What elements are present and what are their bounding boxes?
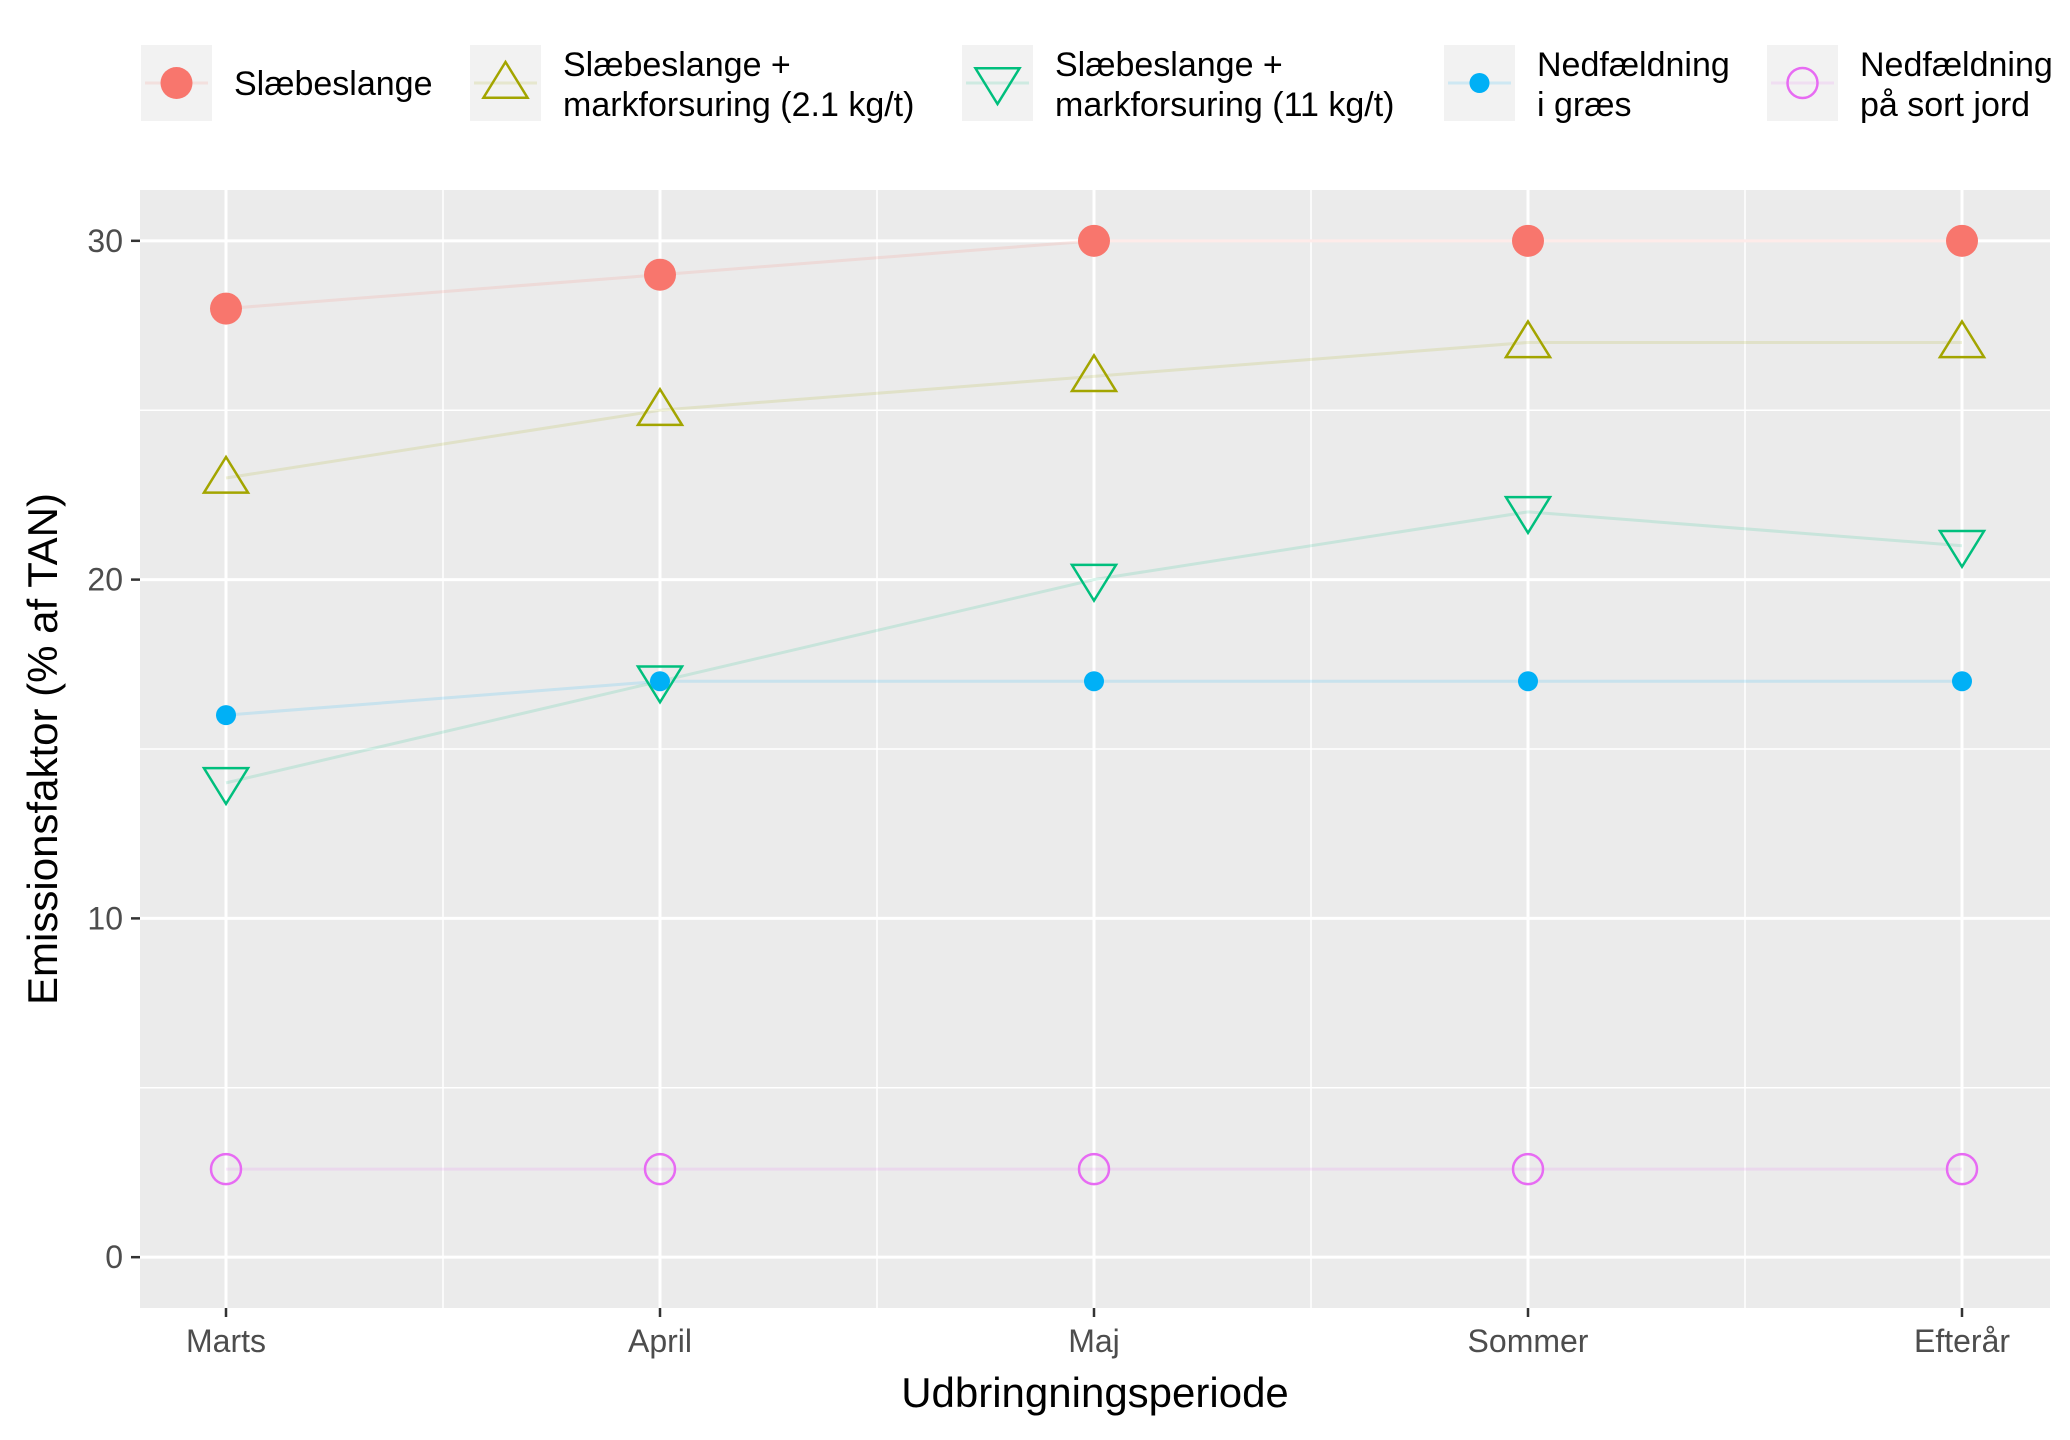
x-tick-label: Sommer [1468, 1323, 1589, 1359]
legend-marker [160, 67, 193, 99]
legend-label: Nedfældning på sort jord [1860, 46, 2053, 124]
y-tick-label: 10 [87, 900, 123, 936]
legend-label: Slæbeslange [234, 65, 432, 103]
series-line [225, 510, 1963, 785]
legend-label: Slæbeslange + markforsuring (2.1 kg/t) [563, 46, 914, 124]
y-tick-label: 0 [105, 1239, 123, 1275]
legend-item: Slæbeslange + markforsuring (2.1 kg/t) [470, 45, 914, 124]
legend-marker [481, 59, 530, 99]
x-tick-label: Efterår [1914, 1323, 2010, 1359]
data-point [1952, 671, 1972, 692]
series-line [225, 340, 1962, 480]
legend-label-line: markforsuring (2.1 kg/t) [563, 86, 914, 124]
data-point [201, 766, 251, 807]
data-point [209, 1152, 243, 1186]
legend-label-line: Nedfældning [1537, 46, 1730, 84]
series-points [201, 224, 1987, 1186]
x-tick-label: Maj [1068, 1323, 1120, 1359]
data-point [1503, 319, 1553, 359]
legend-label-line: markforsuring (11 kg/t) [1055, 86, 1394, 124]
legend-marker [1786, 66, 1819, 100]
legend-label-line: Nedfældning [1860, 46, 2053, 84]
data-point [1946, 224, 1978, 257]
legend-label-line: i græs [1537, 86, 1631, 124]
x-axis-title: Udbringningsperiode [901, 1369, 1289, 1416]
legend-label: Slæbeslange + markforsuring (11 kg/t) [1055, 46, 1394, 124]
legend-key-bg [470, 45, 541, 121]
data-point [1084, 671, 1104, 692]
legend: Slæbeslange Slæbeslange + markforsuring (2… [141, 45, 2053, 124]
data-point [643, 1152, 677, 1186]
legend-marker [1469, 73, 1490, 93]
data-point [1511, 1152, 1545, 1186]
data-point [1069, 352, 1119, 393]
x-tick-label: April [628, 1323, 692, 1359]
legend-item: Nedfældning i græs [1444, 45, 1730, 124]
y-tick-label: 20 [87, 562, 123, 598]
legend-item: Nedfældning på sort jord [1767, 45, 2053, 124]
legend-label-line: på sort jord [1860, 86, 2030, 124]
data-point [1077, 1152, 1111, 1186]
legend-item: Slæbeslange [141, 45, 432, 121]
y-axis-title: Emissionsfaktor (% af TAN) [19, 493, 66, 1005]
data-point [1078, 224, 1110, 257]
data-point [216, 705, 236, 726]
data-point [1069, 563, 1119, 603]
data-point [1937, 529, 1987, 570]
y-tick-label: 30 [87, 223, 123, 259]
legend-key-bg [1767, 45, 1838, 121]
data-point [1503, 495, 1553, 536]
legend-label-line: Slæbeslange + [1055, 46, 1283, 84]
data-point [644, 258, 676, 291]
data-point [201, 454, 251, 494]
legend-label: Nedfældning i græs [1537, 46, 1730, 124]
data-point [210, 292, 242, 325]
legend-item: Slæbeslange + markforsuring (11 kg/t) [962, 45, 1394, 124]
legend-key-bg [962, 45, 1033, 121]
data-point [1937, 319, 1987, 359]
data-point [635, 665, 685, 705]
data-point [1945, 1152, 1979, 1186]
data-point [650, 671, 670, 692]
data-point [1512, 224, 1544, 257]
axis-ticks: 0 10 20 30 Marts April Maj Sommer Efterår [87, 223, 2010, 1359]
x-tick-label: Marts [186, 1323, 266, 1359]
data-point [1518, 671, 1538, 692]
data-point [635, 386, 685, 427]
legend-marker [973, 67, 1022, 107]
legend-label-line: Slæbeslange + [563, 46, 791, 84]
